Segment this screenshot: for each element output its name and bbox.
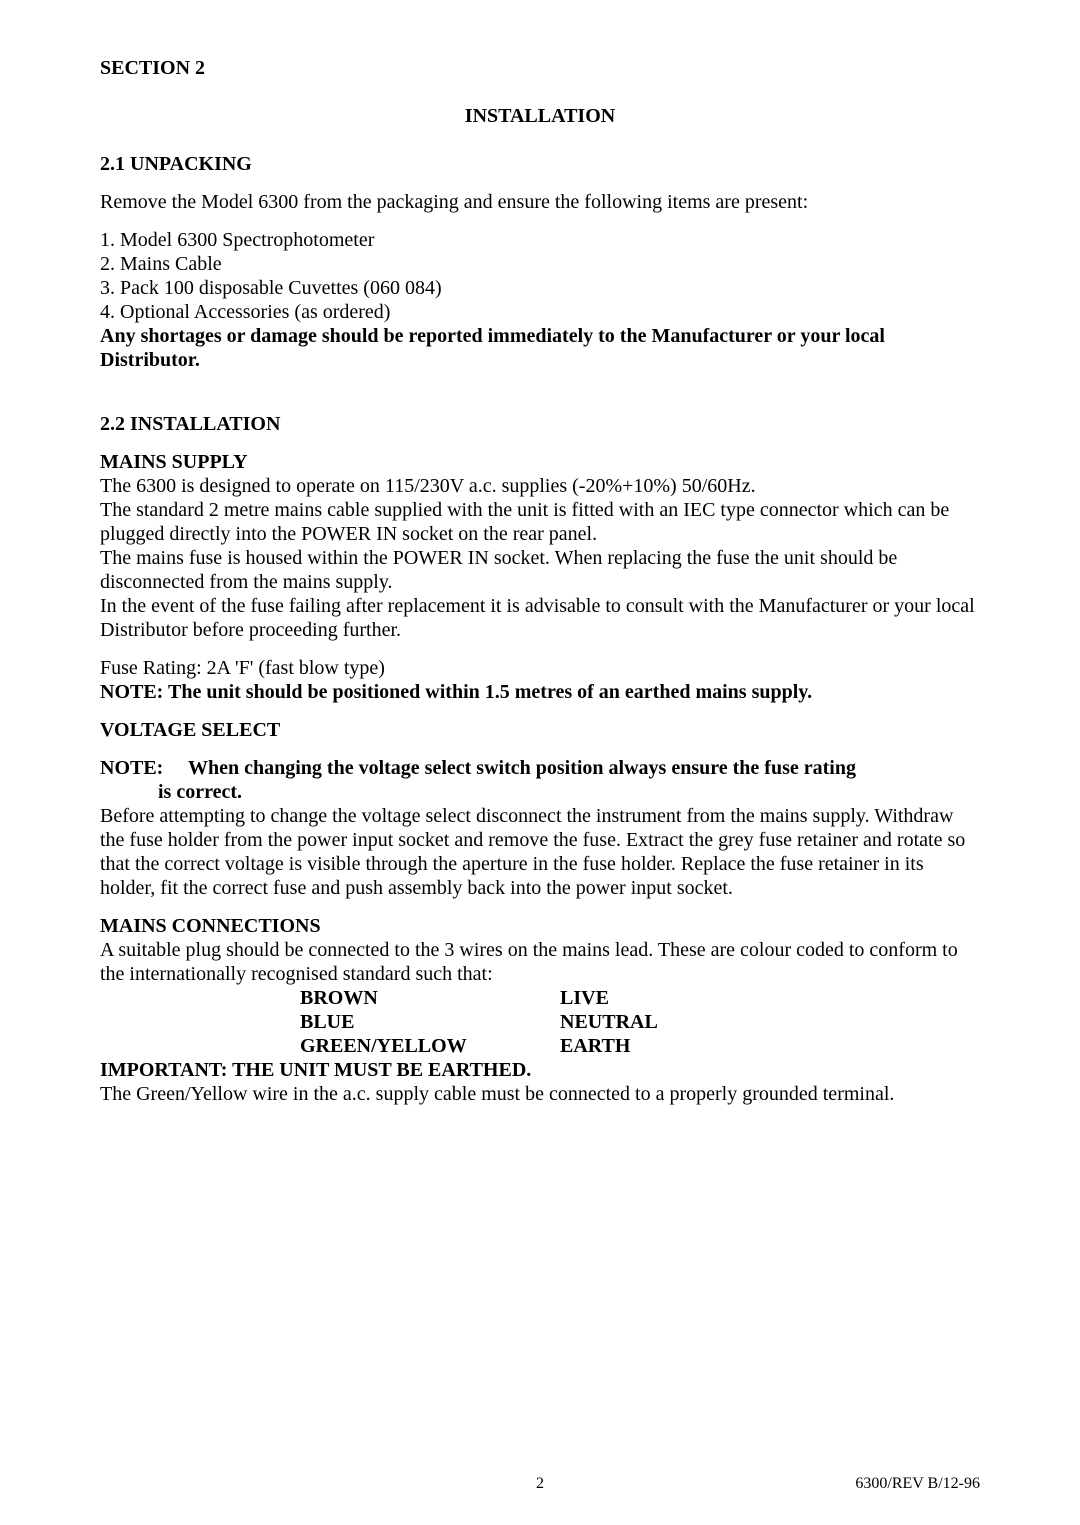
color-val-1: LIVE (560, 986, 609, 1010)
color-row-2: BLUE NEUTRAL (100, 1010, 980, 1034)
s21-intro: Remove the Model 6300 from the packaging… (100, 190, 980, 214)
important-note: IMPORTANT: THE UNIT MUST BE EARTHED. (100, 1058, 980, 1082)
revision-label: 6300/REV B/12-96 (780, 1475, 980, 1493)
mains-supply-note: NOTE: The unit should be positioned with… (100, 680, 980, 704)
page-title: INSTALLATION (100, 104, 980, 128)
color-row-3: GREEN/YELLOW EARTH (100, 1034, 980, 1058)
voltage-select-heading: VOLTAGE SELECT (100, 718, 980, 742)
voltage-select-para: Before attempting to change the voltage … (100, 804, 980, 900)
note-line1: When changing the voltage select switch … (188, 757, 856, 779)
color-name-3: GREEN/YELLOW (300, 1034, 560, 1058)
mains-supply-p1: The 6300 is designed to operate on 115/2… (100, 474, 980, 498)
mains-connections-tail: The Green/Yellow wire in the a.c. supply… (100, 1082, 980, 1106)
fuse-rating: Fuse Rating: 2A 'F' (fast blow type) (100, 656, 980, 680)
color-val-3: EARTH (560, 1034, 630, 1058)
section-label: SECTION 2 (100, 56, 980, 80)
mains-connections-heading: MAINS CONNECTIONS (100, 914, 980, 938)
note-line2: is correct. (100, 780, 980, 804)
mains-supply-heading: MAINS SUPPLY (100, 450, 980, 474)
mains-supply-p3: The mains fuse is housed within the POWE… (100, 546, 980, 594)
page-footer: 2 6300/REV B/12-96 (100, 1475, 980, 1493)
note-label: NOTE: (100, 756, 188, 780)
color-name-2: BLUE (300, 1010, 560, 1034)
heading-2-2: 2.2 INSTALLATION (100, 412, 980, 436)
color-row-1: BROWN LIVE (100, 986, 980, 1010)
s21-note: Any shortages or damage should be report… (100, 324, 980, 372)
mains-supply-p2: The standard 2 metre mains cable supplie… (100, 498, 980, 546)
page-number: 2 (300, 1475, 780, 1493)
mains-connections-intro: A suitable plug should be connected to t… (100, 938, 980, 986)
heading-2-1: 2.1 UNPACKING (100, 152, 980, 176)
color-name-1: BROWN (300, 986, 560, 1010)
s21-item-4: 4. Optional Accessories (as ordered) (100, 300, 980, 324)
s21-item-2: 2. Mains Cable (100, 252, 980, 276)
color-val-2: NEUTRAL (560, 1010, 658, 1034)
s21-item-3: 3. Pack 100 disposable Cuvettes (060 084… (100, 276, 980, 300)
s21-item-1: 1. Model 6300 Spectrophotometer (100, 228, 980, 252)
voltage-select-note: NOTE:When changing the voltage select sw… (100, 756, 980, 780)
mains-supply-p4: In the event of the fuse failing after r… (100, 594, 980, 642)
